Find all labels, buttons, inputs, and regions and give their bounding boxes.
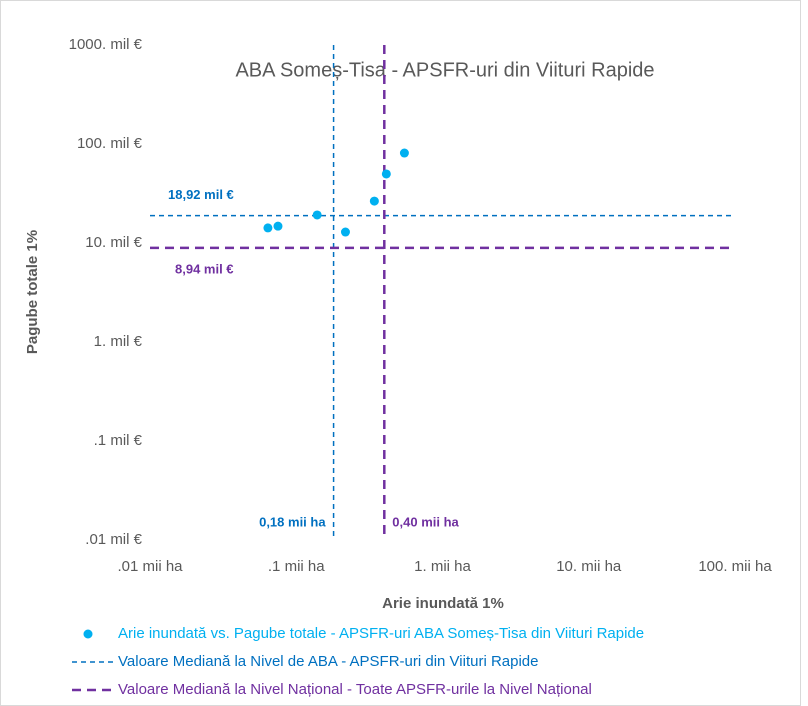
point — [369, 196, 379, 206]
legend-label: Arie inundată vs. Pagube totale - APSFR-… — [118, 625, 644, 642]
point — [381, 169, 391, 179]
x-axis-label: Arie inundată 1% — [382, 595, 504, 612]
x-tick-label: .01 mii ha — [117, 558, 183, 575]
y-axis-label: Pagube totale 1% — [24, 230, 41, 354]
x-tick-label: .1 mii ha — [268, 558, 325, 575]
x-tick-label: 100. mii ha — [698, 558, 772, 575]
median-x-label: 0,40 mii ha — [392, 514, 459, 529]
point — [312, 210, 322, 220]
legend-label: Valoare Mediană la Nivel Național - Toat… — [118, 681, 592, 698]
y-tick-label: .1 mil € — [94, 432, 143, 449]
x-tick-label: 1. mii ha — [414, 558, 471, 575]
point — [399, 148, 409, 158]
point — [263, 223, 273, 233]
y-tick-label: .01 mil € — [85, 531, 142, 548]
chart-title: ABA Someș-Tisa - APSFR-uri din Viituri R… — [235, 59, 654, 81]
y-tick-label: 10. mil € — [85, 234, 142, 251]
point — [273, 221, 283, 231]
x-tick-label: 10. mii ha — [556, 558, 622, 575]
y-tick-label: 1000. mil € — [69, 36, 143, 53]
median-y-label: 8,94 mil € — [175, 261, 234, 276]
y-tick-label: 1. mil € — [94, 333, 143, 350]
median-y-label: 18,92 mil € — [168, 187, 234, 202]
legend-label: Valoare Mediană la Nivel de ABA - APSFR-… — [118, 653, 539, 670]
point — [340, 227, 350, 237]
y-tick-label: 100. mil € — [77, 135, 143, 152]
median-x-label: 0,18 mii ha — [259, 514, 326, 529]
legend-marker — [83, 629, 93, 639]
